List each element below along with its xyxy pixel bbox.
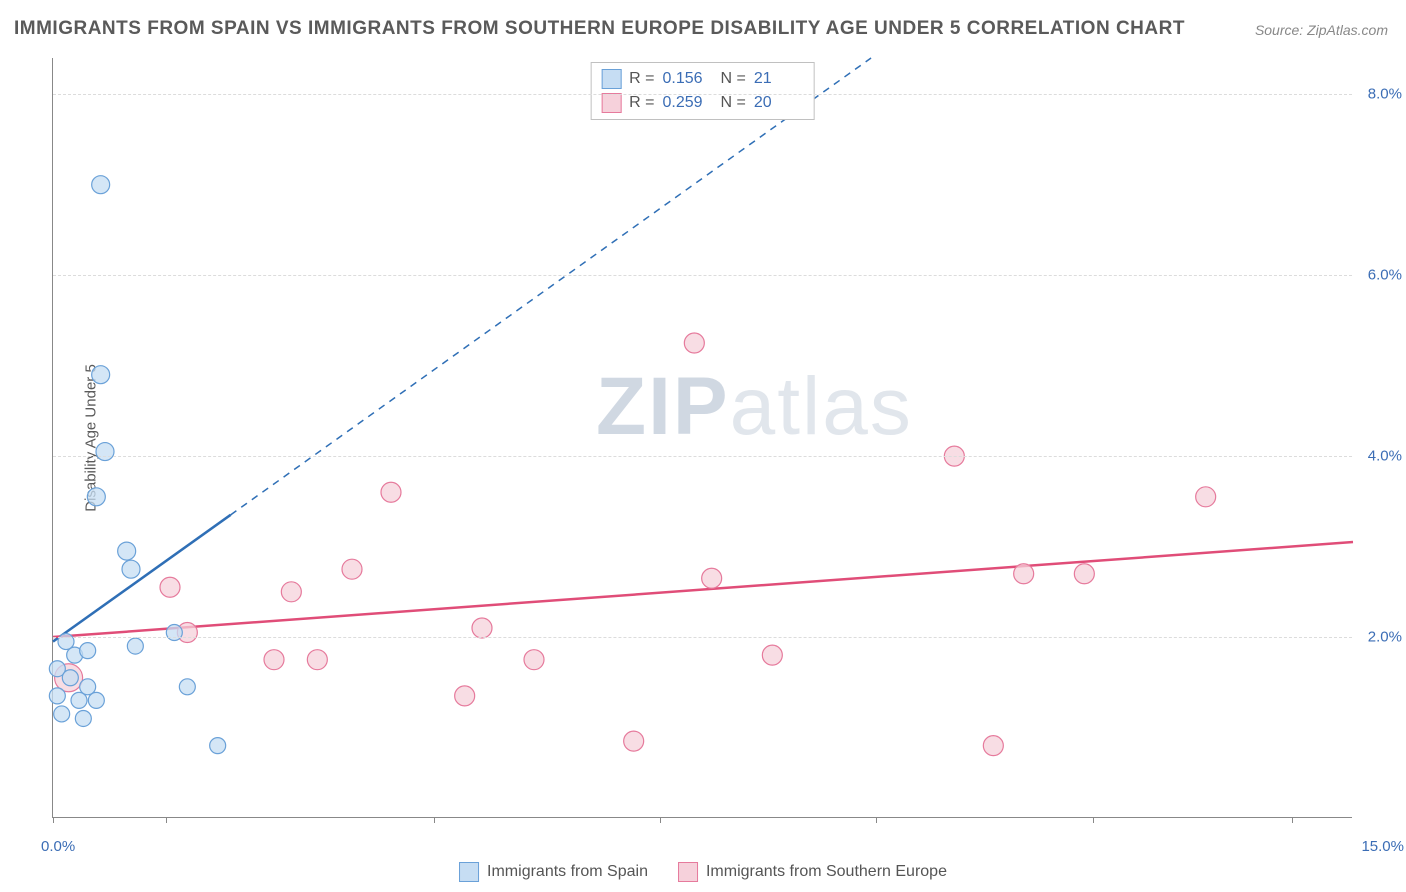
data-point	[127, 638, 143, 654]
data-point	[1196, 487, 1216, 507]
bottom-legend: Immigrants from Spain Immigrants from So…	[459, 862, 947, 882]
data-point	[71, 692, 87, 708]
x-axis-end-label: 15.0%	[1361, 838, 1404, 855]
y-tick-label: 6.0%	[1358, 267, 1402, 284]
data-point	[179, 679, 195, 695]
gridline	[53, 275, 1352, 276]
data-point	[88, 692, 104, 708]
data-point	[983, 736, 1003, 756]
stat-r-label: R =	[629, 67, 654, 91]
x-tick	[1093, 817, 1094, 823]
data-point	[75, 710, 91, 726]
stat-n-spain: 21	[754, 67, 804, 91]
data-point	[92, 176, 110, 194]
data-point	[624, 731, 644, 751]
data-point	[702, 568, 722, 588]
data-point	[264, 650, 284, 670]
legend-label-spain: Immigrants from Spain	[487, 863, 648, 881]
data-point	[92, 366, 110, 384]
data-point	[342, 559, 362, 579]
chart-svg	[53, 58, 1352, 817]
data-point	[54, 706, 70, 722]
x-axis-start-label: 0.0%	[41, 838, 75, 855]
trend-line-solid	[53, 515, 231, 642]
data-point	[87, 488, 105, 506]
y-tick-label: 4.0%	[1358, 448, 1402, 465]
stat-r-spain: 0.156	[663, 67, 713, 91]
legend-swatch-spain	[459, 862, 479, 882]
stats-legend-box: R = 0.156 N = 21 R = 0.259 N = 20	[590, 62, 815, 120]
data-point	[210, 738, 226, 754]
data-point	[307, 650, 327, 670]
data-point	[160, 577, 180, 597]
x-tick	[876, 817, 877, 823]
data-point	[122, 560, 140, 578]
trend-line-dashed	[231, 58, 871, 515]
x-tick	[434, 817, 435, 823]
data-point	[381, 482, 401, 502]
data-point	[762, 645, 782, 665]
data-point	[96, 443, 114, 461]
data-point	[684, 333, 704, 353]
y-tick-label: 8.0%	[1358, 86, 1402, 103]
data-point	[118, 542, 136, 560]
data-point	[49, 688, 65, 704]
data-point	[166, 625, 182, 641]
legend-label-seurope: Immigrants from Southern Europe	[706, 863, 947, 881]
data-point	[1014, 564, 1034, 584]
legend-swatch-seurope	[678, 862, 698, 882]
x-tick	[53, 817, 54, 823]
data-point	[62, 670, 78, 686]
data-point	[472, 618, 492, 638]
data-point	[524, 650, 544, 670]
x-tick	[1292, 817, 1293, 823]
data-point	[80, 643, 96, 659]
data-point	[281, 582, 301, 602]
x-tick	[660, 817, 661, 823]
gridline	[53, 456, 1352, 457]
source-attribution: Source: ZipAtlas.com	[1255, 22, 1388, 38]
legend-item-seurope: Immigrants from Southern Europe	[678, 862, 947, 882]
stat-n-label: N =	[721, 67, 746, 91]
swatch-seurope	[601, 93, 621, 113]
legend-item-spain: Immigrants from Spain	[459, 862, 648, 882]
y-tick-label: 2.0%	[1358, 629, 1402, 646]
stats-row-spain: R = 0.156 N = 21	[601, 67, 804, 91]
chart-title: IMMIGRANTS FROM SPAIN VS IMMIGRANTS FROM…	[14, 18, 1185, 40]
swatch-spain	[601, 69, 621, 89]
gridline	[53, 637, 1352, 638]
data-point	[455, 686, 475, 706]
plot-area: Disability Age Under 5 ZIPatlas R = 0.15…	[52, 58, 1352, 818]
gridline	[53, 94, 1352, 95]
data-point	[1074, 564, 1094, 584]
x-tick	[166, 817, 167, 823]
trend-line	[53, 542, 1353, 637]
